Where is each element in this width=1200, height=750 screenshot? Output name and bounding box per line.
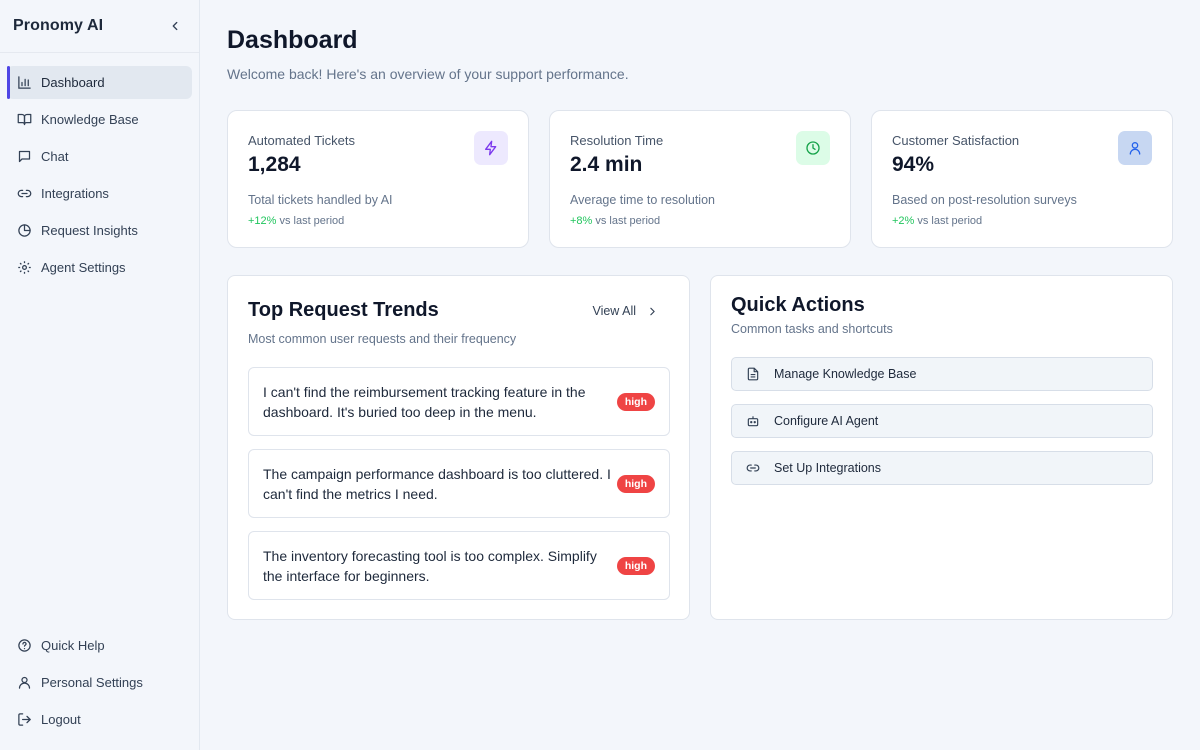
panel-title: Top Request Trends — [248, 299, 439, 321]
user-icon — [16, 675, 32, 691]
document-icon — [745, 366, 761, 382]
sidebar-item-label: Request Insights — [41, 223, 138, 238]
request-trend-item[interactable]: I can't find the reimbursement tracking … — [248, 367, 670, 436]
main-content: Dashboard Welcome back! Here's an overvi… — [200, 0, 1200, 750]
request-text: The inventory forecasting tool is too co… — [263, 548, 597, 584]
request-text: I can't find the reimbursement tracking … — [263, 384, 586, 420]
sidebar-item-personal-settings[interactable]: Personal Settings — [7, 666, 192, 699]
sidebar-item-label: Quick Help — [41, 638, 105, 653]
view-all-label: View All — [592, 304, 636, 318]
brand-header: Pronomy AI — [0, 0, 199, 53]
quick-actions-panel: Quick Actions Common tasks and shortcuts… — [710, 275, 1173, 620]
collapse-sidebar-button[interactable] — [165, 16, 185, 36]
view-all-link[interactable]: View All — [592, 304, 659, 318]
panel-subtitle: Common tasks and shortcuts — [731, 322, 893, 336]
stat-card-resolution-time: Resolution Time 2.4 min Average time to … — [549, 110, 851, 248]
bar-chart-icon — [16, 75, 32, 91]
stat-delta-value: +8% — [570, 215, 593, 227]
sidebar-item-label: Agent Settings — [41, 260, 126, 275]
configure-ai-agent-button[interactable]: Configure AI Agent — [731, 404, 1153, 438]
stat-description: Average time to resolution — [570, 193, 715, 207]
lightning-icon — [474, 131, 508, 165]
app-name: Pronomy AI — [13, 17, 104, 34]
robot-icon — [745, 413, 761, 429]
book-icon — [16, 112, 32, 128]
sidebar-item-knowledge-base[interactable]: Knowledge Base — [7, 103, 192, 136]
priority-badge: high — [616, 393, 655, 411]
stat-description: Total tickets handled by AI — [248, 193, 393, 207]
priority-badge: high — [616, 475, 655, 493]
user-icon — [1118, 131, 1152, 165]
sidebar-item-label: Dashboard — [41, 75, 105, 90]
stat-delta-value: +2% — [892, 215, 915, 227]
sidebar-item-dashboard[interactable]: Dashboard — [7, 66, 192, 99]
top-request-trends-panel: Top Request Trends Most common user requ… — [227, 275, 690, 620]
stat-card-automated-tickets: Automated Tickets 1,284 Total tickets ha… — [227, 110, 529, 248]
sidebar-item-quick-help[interactable]: Quick Help — [7, 629, 192, 662]
stat-delta: +12% vs last period — [248, 215, 344, 227]
sidebar-item-label: Knowledge Base — [41, 112, 139, 127]
stat-delta-suffix: vs last period — [595, 215, 661, 227]
sidebar-item-agent-settings[interactable]: Agent Settings — [7, 251, 192, 284]
sidebar-item-chat[interactable]: Chat — [7, 140, 192, 173]
sidebar-item-label: Logout — [41, 712, 81, 727]
manage-knowledge-base-button[interactable]: Manage Knowledge Base — [731, 357, 1153, 391]
chat-icon — [16, 149, 32, 165]
quick-action-label: Manage Knowledge Base — [774, 367, 917, 381]
sidebar-item-label: Integrations — [41, 186, 109, 201]
sidebar-item-integrations[interactable]: Integrations — [7, 177, 192, 210]
page-title: Dashboard — [227, 26, 358, 54]
link-icon — [16, 186, 32, 202]
stat-value: 2.4 min — [570, 153, 643, 176]
chevron-left-icon — [172, 21, 178, 31]
sidebar-nav: Dashboard Knowledge Base Chat Integratio… — [0, 53, 199, 284]
request-trend-item[interactable]: The inventory forecasting tool is too co… — [248, 531, 670, 600]
sidebar-bottom-nav: Quick Help Personal Settings Logout — [0, 629, 199, 740]
priority-badge: high — [616, 557, 655, 575]
stat-label: Customer Satisfaction — [892, 133, 1020, 148]
stat-label: Resolution Time — [570, 133, 664, 148]
sidebar-item-label: Chat — [41, 149, 69, 164]
request-trend-item[interactable]: The campaign performance dashboard is to… — [248, 449, 670, 518]
chevron-right-icon — [646, 305, 659, 318]
stat-label: Automated Tickets — [248, 133, 355, 148]
page-subtitle: Welcome back! Here's an overview of your… — [227, 66, 629, 82]
quick-action-label: Configure AI Agent — [774, 414, 879, 428]
sidebar-item-request-insights[interactable]: Request Insights — [7, 214, 192, 247]
logout-icon — [16, 712, 32, 728]
panel-title: Quick Actions — [731, 294, 865, 316]
stat-delta-value: +12% — [248, 215, 277, 227]
sidebar-item-logout[interactable]: Logout — [7, 703, 192, 736]
sidebar: Pronomy AI Dashboard Knowledge Base Chat — [0, 0, 200, 750]
sidebar-item-label: Personal Settings — [41, 675, 143, 690]
stat-delta-suffix: vs last period — [917, 215, 983, 227]
stat-description: Based on post-resolution surveys — [892, 193, 1077, 207]
panel-subtitle: Most common user requests and their freq… — [248, 332, 517, 346]
help-circle-icon — [16, 638, 32, 654]
stat-delta-suffix: vs last period — [279, 215, 345, 227]
pie-chart-icon — [16, 223, 32, 239]
stat-value: 1,284 — [248, 153, 301, 176]
stat-value: 94% — [892, 153, 935, 176]
gear-icon — [16, 260, 32, 276]
stat-card-customer-satisfaction: Customer Satisfaction 94% Based on post-… — [871, 110, 1173, 248]
request-text: The campaign performance dashboard is to… — [263, 466, 611, 502]
set-up-integrations-button[interactable]: Set Up Integrations — [731, 451, 1153, 485]
quick-action-label: Set Up Integrations — [774, 461, 882, 475]
clock-icon — [796, 131, 830, 165]
link-icon — [745, 460, 761, 476]
stat-delta: +2% vs last period — [892, 215, 982, 227]
stat-delta: +8% vs last period — [570, 215, 660, 227]
